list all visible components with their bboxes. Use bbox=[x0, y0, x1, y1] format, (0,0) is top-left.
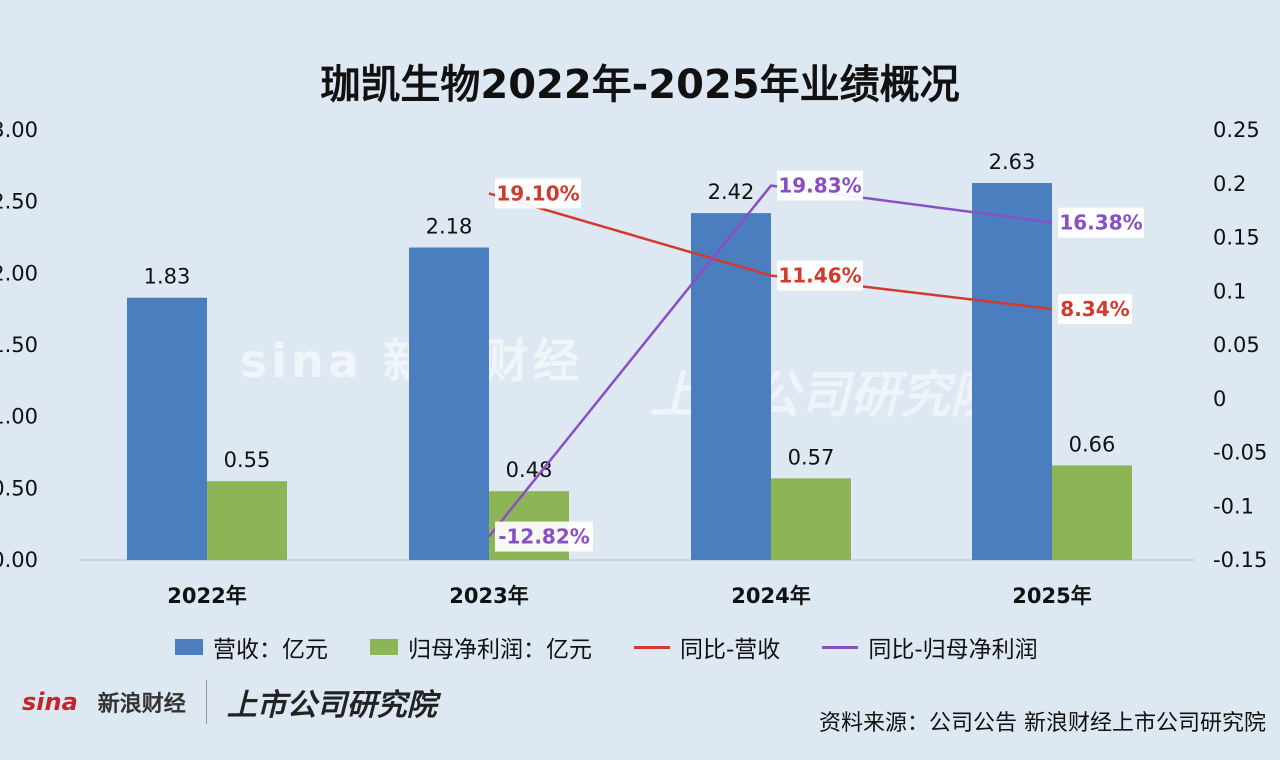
institute-logo: 上市公司研究院 bbox=[226, 688, 437, 723]
revenue-bar bbox=[127, 297, 207, 560]
legend-swatch-net-profit bbox=[370, 639, 398, 655]
legend-swatch-profit-yoy bbox=[822, 645, 859, 649]
y-left-tick-label: 0.00 bbox=[0, 548, 38, 572]
net-profit-bar-label: 0.66 bbox=[1069, 432, 1116, 456]
chart-title: 珈凯生物2022年-2025年业绩概况 bbox=[320, 62, 960, 108]
y-left-tick-label: 1.00 bbox=[0, 405, 38, 429]
revenue-yoy-label-box bbox=[777, 260, 863, 291]
profit-yoy-label: 16.38% bbox=[1059, 211, 1142, 235]
legend-item-revenue-yoy: 同比-营收 bbox=[634, 630, 780, 664]
y-right-tick-label: 0.1 bbox=[1213, 279, 1246, 303]
y-right-tick-label: -0.1 bbox=[1213, 494, 1254, 518]
legend-swatch-revenue bbox=[175, 639, 203, 655]
legend-label-net-profit: 归母净利润：亿元 bbox=[408, 637, 592, 663]
revenue-bar-label: 2.63 bbox=[989, 150, 1036, 174]
y-right-tick-label: 0.25 bbox=[1213, 118, 1260, 142]
source-note: 资料来源：公司公告 新浪财经上市公司研究院 bbox=[819, 711, 1266, 736]
sina-logo: sina bbox=[22, 688, 78, 716]
legend-label-revenue: 营收：亿元 bbox=[213, 637, 328, 663]
revenue-yoy-label-box bbox=[1058, 294, 1132, 325]
x-category-label: 2024年 bbox=[731, 584, 810, 608]
revenue-yoy-line bbox=[488, 192, 1053, 311]
profit-yoy-label-box bbox=[1058, 207, 1144, 238]
profit-yoy-line bbox=[488, 184, 1053, 538]
revenue-yoy-label: 8.34% bbox=[1060, 297, 1129, 321]
x-category-label: 2022年 bbox=[167, 584, 246, 608]
sina-name: 新浪财经 bbox=[97, 692, 186, 717]
net-profit-bar-label: 0.57 bbox=[788, 445, 835, 469]
legend-item-revenue: 营收：亿元 bbox=[175, 630, 328, 664]
y-left-tick-label: 0.50 bbox=[0, 476, 38, 500]
profit-yoy-label: -12.82% bbox=[498, 525, 590, 549]
y-left-tick-label: 3.00 bbox=[0, 118, 38, 142]
y-right-tick-label: -0.05 bbox=[1213, 441, 1267, 465]
revenue-bar-label: 1.83 bbox=[144, 265, 191, 289]
y-right-tick-label: 0.05 bbox=[1213, 333, 1260, 357]
net-profit-bar bbox=[771, 478, 851, 560]
logo-divider bbox=[205, 680, 207, 724]
footer-logos: sina 新浪财经 上市公司研究院 bbox=[22, 680, 437, 724]
y-left-tick-label: 2.00 bbox=[0, 261, 38, 285]
legend-label-revenue-yoy: 同比-营收 bbox=[680, 637, 781, 663]
revenue-yoy-label: 19.10% bbox=[496, 181, 579, 205]
revenue-yoy-label-box bbox=[495, 178, 581, 209]
net-profit-bar bbox=[1052, 465, 1132, 560]
x-category-label: 2023年 bbox=[449, 584, 528, 608]
revenue-bar-label: 2.42 bbox=[708, 180, 755, 204]
y-right-tick-label: 0 bbox=[1213, 387, 1226, 411]
net-profit-bar-label: 0.55 bbox=[224, 448, 271, 472]
legend-item-net-profit: 归母净利润：亿元 bbox=[370, 630, 592, 664]
legend-swatch-revenue-yoy bbox=[634, 645, 670, 649]
x-category-label: 2025年 bbox=[1012, 584, 1091, 608]
y-right-tick-label: -0.15 bbox=[1213, 548, 1267, 572]
chart-canvas: 3.00 2.50 2.00 1.50 1.00 0.50 0.00 0.25 0.2 0.15 0… bbox=[0, 118, 1267, 608]
y-right-tick-label: 0.2 bbox=[1213, 172, 1246, 196]
legend: 营收：亿元 归母净利润：亿元 同比-营收 同比-归母净利润 bbox=[175, 630, 1115, 664]
profit-yoy-label: 19.83% bbox=[778, 174, 861, 198]
profit-yoy-label-box bbox=[777, 170, 863, 201]
revenue-bar-label: 2.18 bbox=[426, 215, 473, 239]
y-left-tick-label: 2.50 bbox=[0, 190, 38, 214]
legend-label-profit-yoy: 同比-归母净利润 bbox=[868, 637, 1038, 663]
revenue-bar bbox=[972, 183, 1052, 561]
net-profit-bar bbox=[207, 481, 287, 560]
revenue-bar bbox=[409, 247, 489, 561]
profit-yoy-label-box bbox=[495, 521, 593, 552]
legend-item-profit-yoy: 同比-归母净利润 bbox=[822, 630, 1038, 664]
y-left-tick-label: 1.50 bbox=[0, 333, 38, 357]
revenue-yoy-label: 11.46% bbox=[778, 264, 861, 288]
y-right-tick-label: 0.15 bbox=[1213, 226, 1260, 250]
net-profit-bar-label: 0.48 bbox=[506, 458, 553, 482]
